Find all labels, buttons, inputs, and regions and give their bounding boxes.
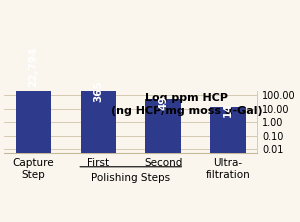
- Bar: [210, 107, 246, 222]
- Text: Log ppm HCP
(ng HCP/mg moss α-Gal): Log ppm HCP (ng HCP/mg moss α-Gal): [111, 93, 262, 116]
- Bar: [16, 63, 51, 222]
- Text: 365: 365: [93, 80, 103, 102]
- Bar: [145, 99, 181, 222]
- Bar: [80, 88, 116, 222]
- Text: Polishing Steps: Polishing Steps: [91, 173, 170, 183]
- Text: 49: 49: [158, 96, 168, 110]
- Text: 14: 14: [223, 103, 233, 117]
- Text: 22,794: 22,794: [28, 47, 38, 87]
